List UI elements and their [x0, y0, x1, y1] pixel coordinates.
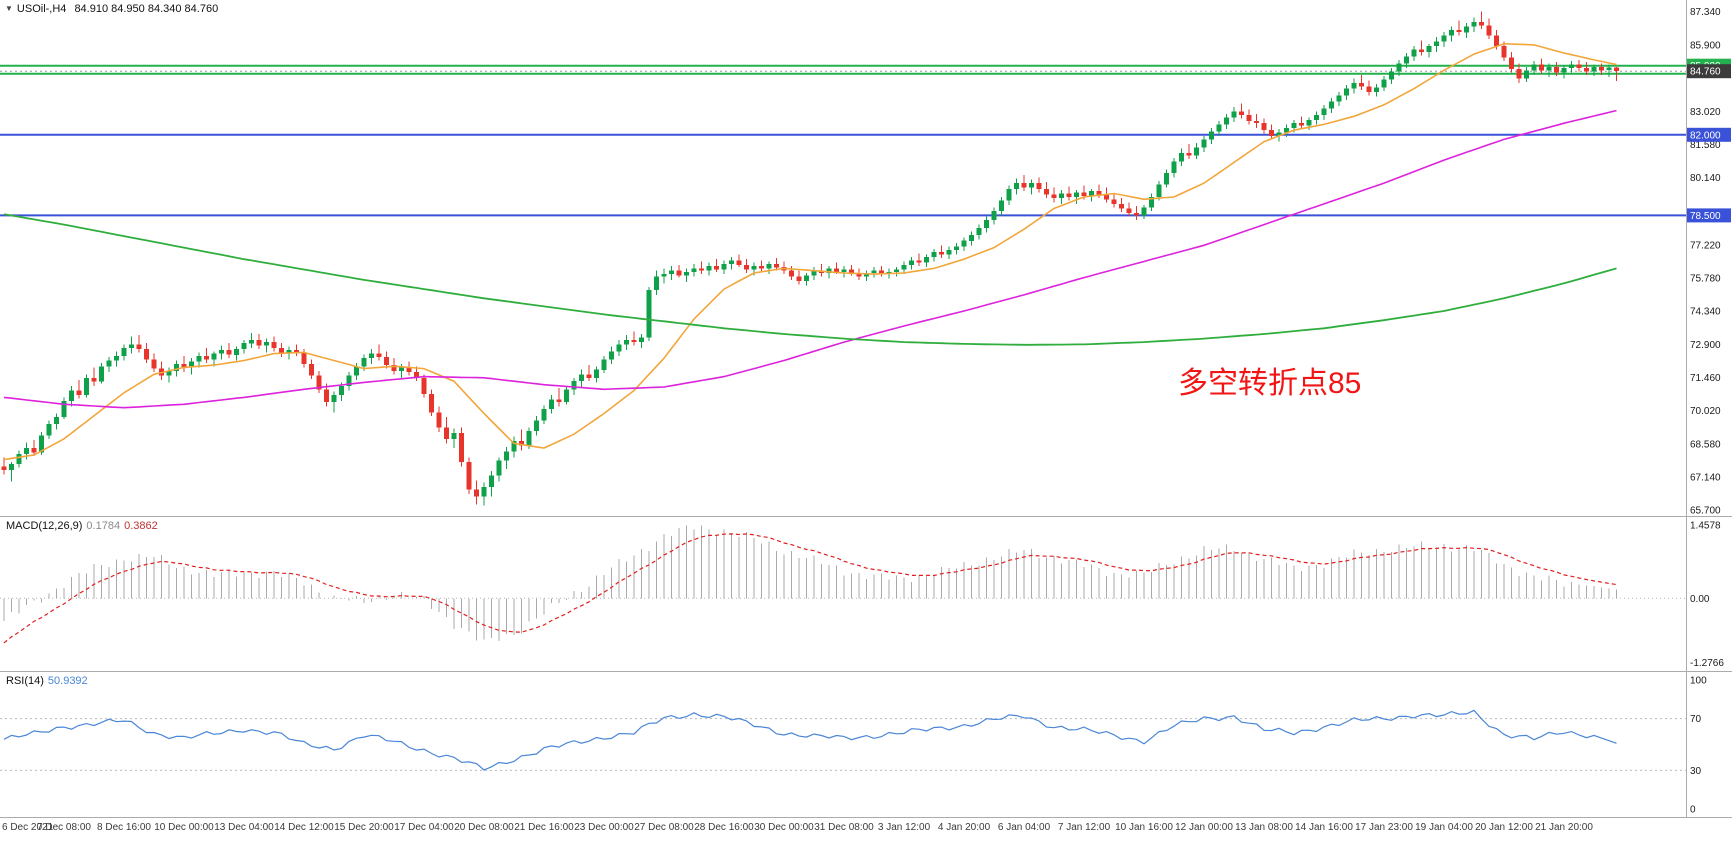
- time-label: 30 Dec 00:00: [754, 822, 814, 833]
- svg-text:87.340: 87.340: [1690, 7, 1721, 18]
- time-label: 17 Dec 04:00: [394, 822, 454, 833]
- svg-text:84.760: 84.760: [1690, 67, 1721, 78]
- svg-text:77.220: 77.220: [1690, 240, 1721, 251]
- time-label: 27 Dec 08:00: [634, 822, 694, 833]
- svg-text:72.900: 72.900: [1690, 340, 1721, 351]
- macd-canvas[interactable]: 1.4578 0.00 -1.2766: [0, 517, 1732, 671]
- time-label: 6 Dec 2021: [2, 822, 54, 833]
- time-label: 20 Dec 08:00: [454, 822, 514, 833]
- svg-text:70: 70: [1690, 714, 1702, 725]
- svg-text:0.00: 0.00: [1690, 594, 1710, 605]
- svg-text:65.700: 65.700: [1690, 506, 1721, 516]
- rsi-panel[interactable]: 100 70 30 0 RSI(14) 50.9392: [0, 671, 1732, 817]
- time-label: 31 Dec 08:00: [814, 822, 874, 833]
- svg-text:82.000: 82.000: [1690, 130, 1721, 141]
- macd-name: MACD(12,26,9): [6, 520, 83, 532]
- rsi-label: RSI(14) 50.9392: [6, 675, 88, 687]
- time-label: 10 Dec 00:00: [154, 822, 214, 833]
- price-axis-ticks: 87.340 85.900 83.020 81.580 80.140 77.220 75.7…: [1690, 7, 1721, 516]
- rsi-name: RSI(14): [6, 675, 44, 687]
- svg-text:71.460: 71.460: [1690, 373, 1721, 384]
- chart-header: ▼ USOil-,H4 84.910 84.950 84.340 84.760: [5, 3, 218, 15]
- macd-panel[interactable]: 1.4578 0.00 -1.2766 MACD(12,26,9) 0.1784 0.3…: [0, 516, 1732, 671]
- macd-histogram: [3, 525, 1617, 642]
- time-label: 13 Dec 04:00: [214, 822, 274, 833]
- svg-text:81.580: 81.580: [1690, 140, 1721, 151]
- rsi-value: 50.9392: [47, 675, 88, 687]
- svg-text:100: 100: [1690, 675, 1707, 686]
- time-label: 28 Dec 16:00: [694, 822, 754, 833]
- svg-text:68.580: 68.580: [1690, 439, 1721, 450]
- svg-text:74.340: 74.340: [1690, 307, 1721, 318]
- price-chart-canvas[interactable]: 87.340 85.900 83.020 81.580 80.140 77.220 75.7…: [0, 0, 1732, 516]
- time-label: 13 Jan 08:00: [1235, 822, 1293, 833]
- time-label: 23 Dec 00:00: [574, 822, 634, 833]
- svg-text:80.140: 80.140: [1690, 173, 1721, 184]
- collapse-triangle-icon[interactable]: ▼: [5, 4, 13, 13]
- time-label: 7 Jan 12:00: [1057, 822, 1111, 833]
- svg-text:70.020: 70.020: [1690, 406, 1721, 417]
- macd-signal-line: [3, 533, 1617, 644]
- ohlc-values: 84.910 84.950 84.340 84.760: [74, 3, 219, 15]
- time-label: 6 Jan 04:00: [997, 822, 1051, 833]
- rsi-line: [3, 709, 1617, 771]
- annotation-text[interactable]: 多空转折点85: [1178, 367, 1362, 400]
- ma-slow-green: [3, 213, 1617, 346]
- time-label: 19 Jan 04:00: [1415, 822, 1473, 833]
- macd-axis-ticks: 1.4578 0.00 -1.2766: [1690, 521, 1724, 669]
- price-axis-separator: [1686, 0, 1687, 817]
- time-label: 20 Jan 12:00: [1475, 822, 1533, 833]
- symbol-timeframe-label: USOil-,H4: [16, 3, 67, 15]
- time-axis[interactable]: 6 Dec 2021 7 Dec 08:00 8 Dec 16:00 10 Dec 0…: [0, 817, 1732, 841]
- svg-text:83.020: 83.020: [1690, 107, 1721, 118]
- time-label: 17 Jan 23:00: [1355, 822, 1413, 833]
- time-label: 12 Jan 00:00: [1175, 822, 1233, 833]
- time-label: 21 Jan 20:00: [1535, 822, 1593, 833]
- ma-fast-orange: [3, 42, 1617, 461]
- svg-text:85.900: 85.900: [1690, 40, 1721, 51]
- candles: [1, 11, 1619, 506]
- time-label: 3 Jan 12:00: [877, 822, 931, 833]
- time-label: 15 Dec 20:00: [334, 822, 394, 833]
- macd-label: MACD(12,26,9) 0.1784 0.3862: [6, 520, 158, 532]
- time-label: 10 Jan 16:00: [1115, 822, 1173, 833]
- time-label: 14 Dec 12:00: [274, 822, 334, 833]
- time-label: 14 Jan 16:00: [1295, 822, 1353, 833]
- rsi-canvas[interactable]: 100 70 30 0: [0, 672, 1732, 817]
- price-chart-panel[interactable]: 87.340 85.900 83.020 81.580 80.140 77.220 75.7…: [0, 0, 1732, 516]
- macd-main-value: 0.1784: [86, 520, 121, 532]
- time-label: 8 Dec 16:00: [97, 822, 151, 833]
- svg-text:78.500: 78.500: [1690, 211, 1721, 222]
- time-label: 4 Jan 20:00: [937, 822, 991, 833]
- svg-text:67.140: 67.140: [1690, 473, 1721, 484]
- ma-mid-magenta: [3, 109, 1617, 409]
- svg-text:-1.2766: -1.2766: [1690, 658, 1724, 669]
- rsi-axis-ticks: 100 70 30 0: [1690, 675, 1707, 815]
- svg-text:30: 30: [1690, 766, 1702, 777]
- time-label: 21 Dec 16:00: [514, 822, 574, 833]
- time-label: 7 Dec 08:00: [37, 822, 91, 833]
- macd-signal-value: 0.3862: [124, 520, 158, 532]
- svg-text:75.780: 75.780: [1690, 274, 1721, 285]
- svg-text:0: 0: [1690, 805, 1696, 816]
- svg-text:1.4578: 1.4578: [1690, 521, 1721, 532]
